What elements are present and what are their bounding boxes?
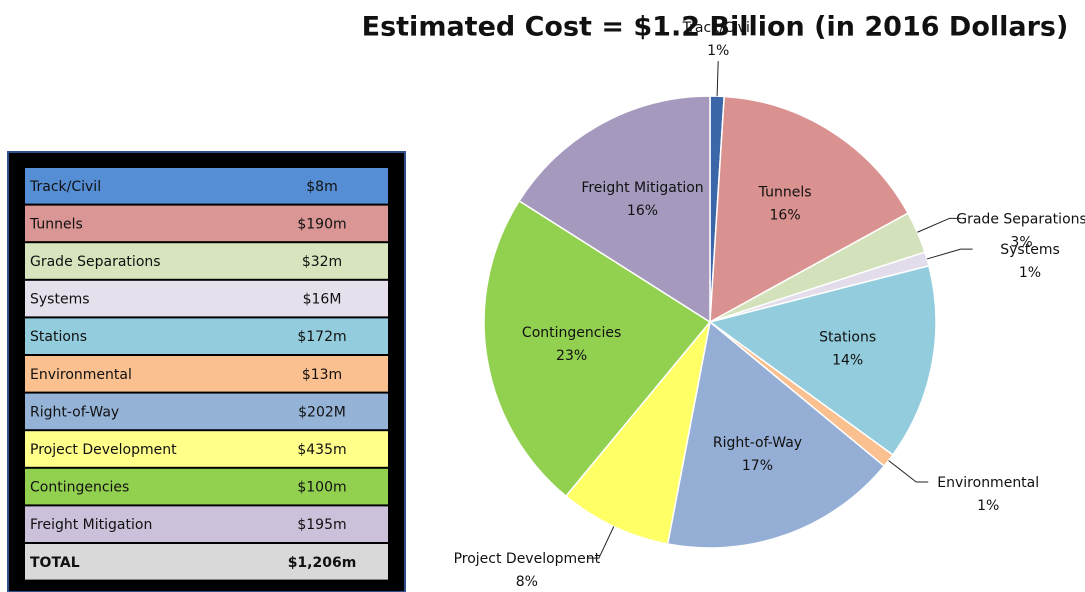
table-cell: $195m	[297, 517, 346, 533]
table-cell: Stations	[30, 329, 87, 345]
leader-line	[926, 248, 973, 260]
slice-label: Systems	[1000, 242, 1060, 258]
slice-value-label: 1%	[707, 43, 729, 59]
table-cell: Systems	[30, 292, 90, 308]
leader-line	[888, 460, 929, 483]
slice-value-label: 8%	[516, 574, 538, 590]
slice-value-label: 1%	[1019, 265, 1041, 281]
slice-label: Stations	[819, 329, 876, 345]
slice-label: Tunnels	[758, 185, 812, 201]
slice-label: Freight Mitigation	[581, 180, 703, 196]
slice-label: Project Development	[454, 551, 601, 567]
table-cell: Project Development	[30, 442, 177, 458]
table-cell: $100m	[297, 480, 346, 496]
table-cell: $202M	[298, 404, 346, 420]
table-row	[25, 205, 388, 242]
table-cell: $190m	[297, 216, 346, 232]
table-row	[25, 356, 388, 392]
table-cell: TOTAL	[30, 555, 80, 571]
table-cell: Right-of-Way	[30, 404, 119, 420]
chart-title: Estimated Cost = $1.2 Billion (in 2016 D…	[362, 12, 1069, 43]
table-row	[25, 468, 388, 505]
table-cell: Environmental	[30, 367, 132, 383]
table-row	[25, 280, 388, 317]
table-cell: Tunnels	[29, 216, 83, 232]
leader-line	[586, 526, 615, 559]
slice-value-label: 14%	[832, 352, 863, 368]
leader-line	[716, 61, 719, 97]
slice-label: Track/Civil	[682, 20, 754, 36]
table-row	[25, 168, 388, 204]
slice-label: Contingencies	[522, 325, 621, 341]
table-cell: $16M	[303, 292, 342, 308]
table-row	[25, 393, 388, 430]
slice-label: Environmental	[937, 475, 1039, 491]
table-row	[25, 506, 388, 542]
table-cell: Freight Mitigation	[30, 517, 152, 533]
slice-value-label: 23%	[556, 348, 587, 364]
table-cell: $8m	[306, 179, 337, 195]
table-cell: $1,206m	[288, 555, 357, 571]
table-cell: Contingencies	[30, 480, 129, 496]
table-cell: Track/Civil	[29, 179, 101, 195]
table-cell: $435m	[297, 442, 346, 458]
pie-slice	[518, 95, 711, 324]
pie-slice	[483, 199, 712, 498]
slice-label: Grade Separations	[956, 211, 1085, 227]
slice-value-label: 16%	[770, 208, 801, 224]
slice-value-label: 17%	[742, 458, 773, 474]
slice-label: Right-of-Way	[713, 435, 802, 451]
table-cell: $13m	[302, 367, 342, 383]
slice-value-label: 16%	[627, 203, 658, 219]
table-cell: $172m	[297, 329, 346, 345]
table-row	[25, 544, 388, 580]
table-cell: $32m	[302, 254, 342, 270]
leader-line	[917, 217, 962, 233]
slice-value-label: 3%	[1010, 234, 1032, 250]
pie-slice	[666, 320, 886, 549]
table-row	[25, 243, 388, 279]
slice-value-label: 1%	[977, 498, 999, 514]
table-row	[25, 431, 388, 467]
table-cell: Grade Separations	[30, 254, 161, 270]
table-row	[25, 318, 388, 354]
pie-slice	[708, 264, 937, 456]
pie-slice	[709, 95, 910, 324]
